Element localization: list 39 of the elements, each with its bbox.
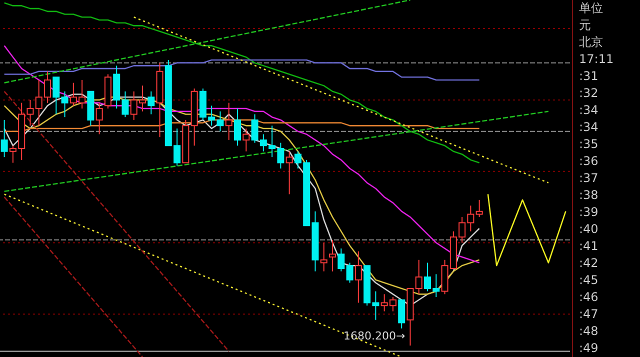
- candlestick: [286, 150, 293, 195]
- candlestick: [148, 90, 155, 115]
- text: :37: [578, 170, 600, 187]
- text: 单位: [578, 0, 604, 17]
- text: :42: [578, 255, 600, 272]
- text: 17:11: [578, 51, 615, 68]
- annotation: 1680.200→: [344, 330, 406, 343]
- candlestick: [234, 108, 241, 146]
- candlestick: [329, 239, 336, 272]
- candlestick: [61, 90, 68, 118]
- text: 北京: [578, 34, 604, 51]
- text: :45: [578, 272, 600, 289]
- text: 元: [578, 17, 592, 34]
- text: :39: [578, 204, 600, 221]
- text: :32: [578, 85, 600, 102]
- candlestick: [0, 119, 8, 158]
- candlestick: [225, 102, 232, 140]
- text: :34: [578, 102, 600, 119]
- text: :34: [578, 119, 600, 136]
- text: :48: [578, 323, 600, 340]
- candlestick: [476, 199, 483, 218]
- text: :47: [578, 306, 600, 323]
- text: :35: [578, 136, 600, 153]
- candlestick: [96, 102, 103, 135]
- candlestick: [242, 128, 250, 152]
- candlestick: [415, 259, 422, 295]
- candlestick: [338, 248, 345, 272]
- text: :38: [578, 187, 600, 204]
- text: :36: [578, 153, 600, 170]
- candlestick: [52, 76, 60, 115]
- candlestick: [354, 250, 362, 304]
- text: :49: [578, 340, 600, 357]
- text: :41: [578, 238, 600, 255]
- text: :31: [578, 68, 600, 85]
- candlestick: [320, 242, 328, 272]
- text: :40: [578, 221, 600, 238]
- candlestick: [346, 262, 354, 284]
- text: :46: [578, 289, 600, 306]
- candlestick: [398, 299, 406, 329]
